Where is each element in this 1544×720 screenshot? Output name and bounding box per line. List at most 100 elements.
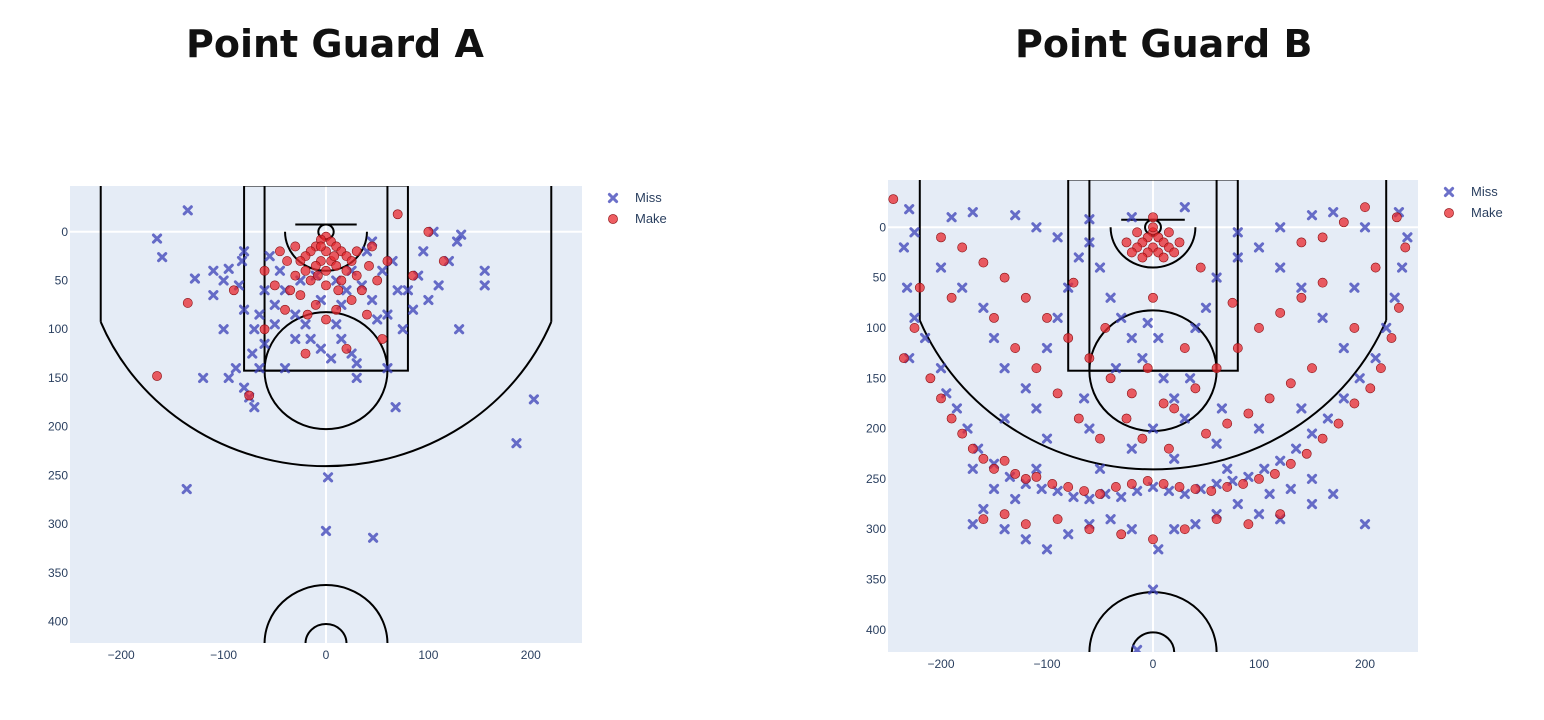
make-marker bbox=[1020, 519, 1031, 530]
make-marker bbox=[978, 257, 989, 268]
miss-marker bbox=[967, 519, 978, 530]
y-tick-label: 400 bbox=[48, 615, 68, 629]
miss-marker bbox=[898, 242, 909, 253]
make-marker bbox=[1047, 479, 1058, 489]
miss-marker bbox=[1163, 485, 1174, 497]
miss-marker bbox=[1020, 534, 1031, 545]
court-restricted-arc bbox=[1109, 227, 1197, 269]
make-marker bbox=[1275, 307, 1286, 318]
make-marker bbox=[1238, 479, 1248, 489]
make-marker bbox=[925, 373, 936, 384]
miss-marker bbox=[999, 524, 1010, 535]
miss-marker bbox=[1253, 423, 1265, 434]
make-marker bbox=[321, 280, 331, 291]
make-marker bbox=[1126, 479, 1137, 489]
miss-marker bbox=[1264, 488, 1275, 500]
make-marker bbox=[1148, 222, 1158, 233]
x-tick-label: 0 bbox=[1150, 657, 1157, 671]
make-marker bbox=[336, 275, 347, 286]
make-marker bbox=[1296, 292, 1307, 303]
miss-marker bbox=[1153, 332, 1164, 344]
miss-marker bbox=[978, 302, 989, 313]
make-marker bbox=[1169, 403, 1180, 414]
miss-marker bbox=[1110, 363, 1121, 374]
subplot-point-guard-b: −200 −100 0 100 200 0 50 100 150 200 250 300 350 400 M… bbox=[866, 180, 1503, 671]
miss-marker bbox=[935, 363, 947, 374]
miss-marker bbox=[208, 265, 219, 276]
miss-marker bbox=[218, 324, 229, 335]
miss-marker bbox=[1084, 493, 1095, 505]
make-marker bbox=[341, 265, 352, 276]
make-marker bbox=[978, 453, 989, 464]
miss-marker bbox=[269, 319, 280, 330]
y-tick-label: 50 bbox=[55, 274, 69, 288]
miss-marker bbox=[1068, 491, 1079, 503]
y-tick-label: 300 bbox=[866, 522, 886, 536]
miss-marker bbox=[1306, 498, 1318, 510]
miss-marker bbox=[1126, 443, 1137, 454]
make-marker bbox=[346, 256, 357, 266]
miss-marker bbox=[377, 265, 388, 276]
miss-marker bbox=[1190, 322, 1201, 334]
y-tick-label: 300 bbox=[48, 517, 68, 531]
x-tick-label: 100 bbox=[1249, 657, 1269, 671]
miss-marker bbox=[1094, 463, 1106, 474]
y-tick-label: 250 bbox=[866, 472, 886, 486]
make-marker bbox=[1095, 433, 1105, 444]
make-marker bbox=[300, 265, 311, 276]
miss-marker bbox=[322, 472, 334, 483]
miss-marker bbox=[1147, 584, 1159, 595]
x-tick-label: 100 bbox=[418, 648, 438, 662]
miss-marker bbox=[366, 294, 378, 306]
make-marker bbox=[1111, 482, 1121, 492]
legend-label-make: Make bbox=[635, 211, 667, 226]
make-marker bbox=[1222, 418, 1233, 429]
y-tick-label: 100 bbox=[48, 322, 68, 336]
miss-marker bbox=[454, 324, 465, 335]
y-tick-label: 0 bbox=[879, 220, 886, 234]
miss-marker bbox=[218, 275, 229, 286]
miss-marker bbox=[1200, 302, 1212, 313]
miss-marker bbox=[336, 333, 347, 345]
miss-marker bbox=[1126, 212, 1137, 223]
make-marker bbox=[1137, 252, 1148, 263]
make-marker bbox=[1158, 398, 1169, 409]
miss-marker bbox=[1275, 262, 1286, 273]
miss-marker bbox=[1296, 403, 1307, 414]
miss-marker bbox=[249, 324, 260, 335]
y-tick-label: 200 bbox=[48, 420, 68, 434]
legend-miss-symbol bbox=[607, 192, 619, 204]
series-make bbox=[888, 194, 1411, 545]
miss-marker bbox=[1105, 292, 1116, 303]
make-marker bbox=[300, 348, 311, 359]
plot-area bbox=[888, 180, 1418, 652]
make-marker bbox=[957, 242, 968, 253]
miss-marker bbox=[1116, 491, 1127, 503]
miss-marker bbox=[1389, 292, 1400, 303]
make-marker bbox=[367, 241, 377, 252]
miss-marker bbox=[274, 265, 286, 276]
legend-make-symbol bbox=[1444, 208, 1454, 218]
miss-marker bbox=[1370, 353, 1381, 364]
miss-marker bbox=[259, 338, 270, 349]
make-marker bbox=[351, 246, 362, 257]
miss-marker bbox=[1338, 393, 1349, 404]
make-marker bbox=[1031, 363, 1042, 374]
make-marker bbox=[1394, 302, 1404, 313]
make-marker bbox=[1211, 363, 1222, 374]
miss-marker bbox=[1359, 222, 1371, 233]
make-marker bbox=[1063, 482, 1074, 492]
make-marker bbox=[999, 272, 1010, 283]
make-marker bbox=[1142, 363, 1153, 374]
miss-marker bbox=[1179, 202, 1190, 213]
miss-marker bbox=[1296, 282, 1307, 293]
make-marker bbox=[315, 241, 326, 252]
x-tick-label: 200 bbox=[521, 648, 541, 662]
make-marker bbox=[1333, 418, 1344, 429]
miss-marker bbox=[351, 372, 362, 384]
make-marker bbox=[280, 304, 290, 315]
miss-marker bbox=[1073, 252, 1084, 263]
miss-marker bbox=[300, 319, 311, 330]
make-marker bbox=[1105, 373, 1116, 384]
make-marker bbox=[1285, 458, 1296, 469]
